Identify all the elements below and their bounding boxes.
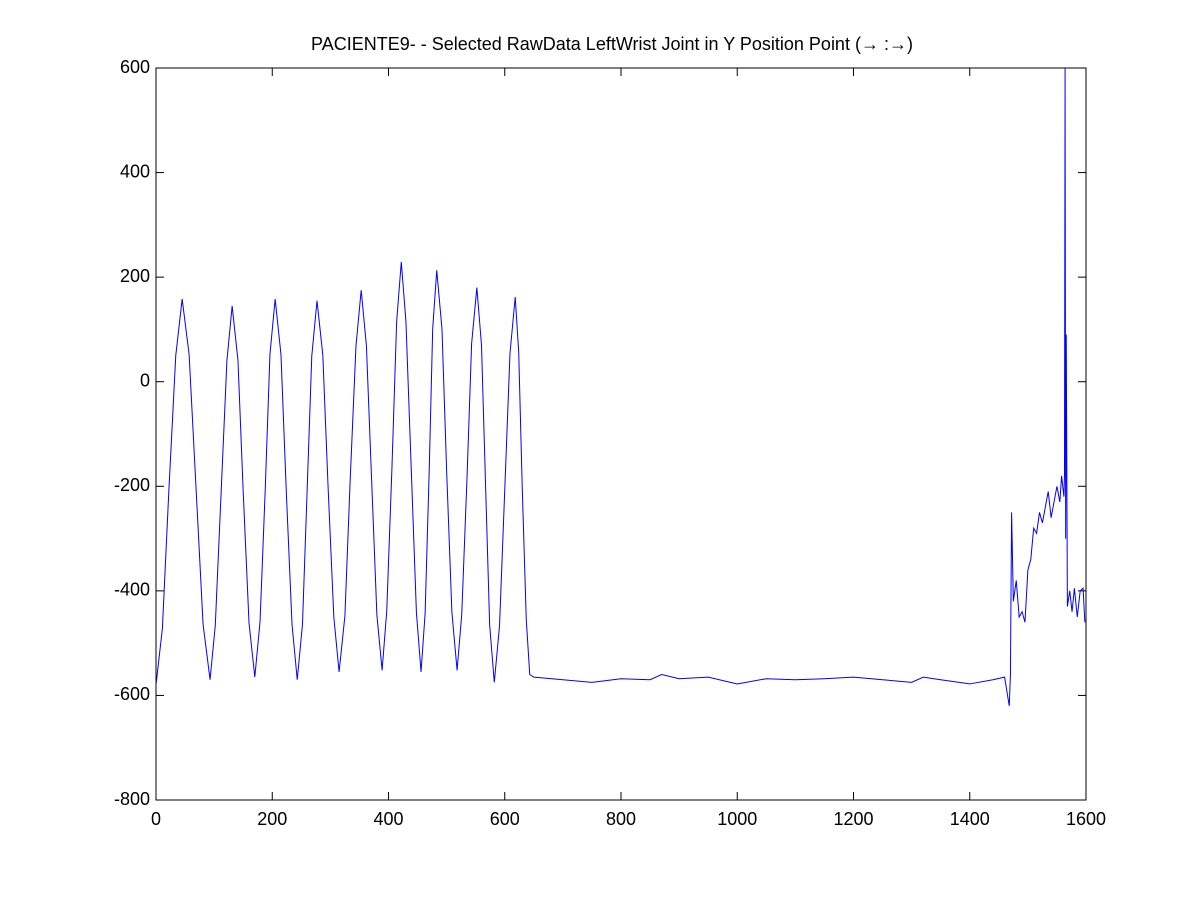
y-tick-label: -200 [114,475,150,495]
y-tick-label: -800 [114,789,150,809]
y-tick-label: 400 [120,161,150,181]
y-tick-label: -600 [114,684,150,704]
chart-title: PACIENTE9- - Selected RawData LeftWrist … [311,34,913,54]
x-tick-label: 0 [151,809,161,829]
x-tick-label: 600 [490,809,520,829]
x-tick-label: 400 [373,809,403,829]
y-tick-label: 0 [140,370,150,390]
x-tick-label: 1000 [717,809,757,829]
data-line [155,67,1086,706]
x-tick-label: 1400 [950,809,990,829]
y-tick-label: 600 [120,57,150,77]
x-tick-label: 800 [606,809,636,829]
x-tick-label: 1600 [1066,809,1106,829]
x-tick-label: 200 [257,809,287,829]
y-tick-label: -400 [114,580,150,600]
x-tick-label: 1200 [833,809,873,829]
y-tick-label: 200 [120,266,150,286]
